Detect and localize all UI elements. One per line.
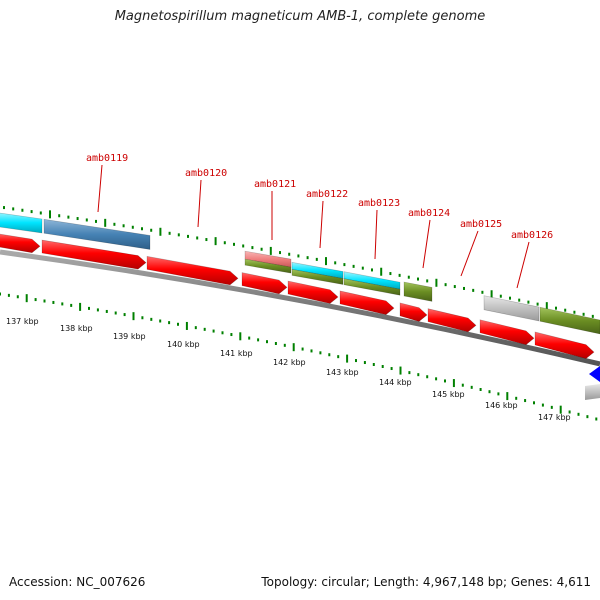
gray-feature[interactable] [585, 384, 600, 400]
cyan-feature[interactable] [0, 212, 43, 234]
label-leader-line [197, 179, 202, 228]
cyan-feature[interactable] [343, 271, 401, 290]
blue-feature[interactable] [589, 366, 600, 382]
olive-feature[interactable] [403, 281, 433, 302]
gene-label-amb0124[interactable]: amb0124 [408, 208, 450, 219]
label-leader-line [460, 230, 479, 277]
map-title: Magnetospirillum magneticum AMB-1, compl… [114, 9, 486, 24]
forward-gene-arrow[interactable] [146, 255, 239, 286]
scale-label-142: 142 kbp [273, 358, 306, 367]
scale-label-139: 139 kbp [113, 332, 146, 341]
gene-label-amb0123[interactable]: amb0123 [358, 198, 400, 209]
gene-label-amb0125[interactable]: amb0125 [460, 219, 502, 230]
forward-gene-arrow[interactable] [399, 302, 428, 322]
forward-gene-arrow[interactable] [534, 331, 595, 359]
gene-label-amb0126[interactable]: amb0126 [511, 230, 553, 241]
forward-gene-arrow[interactable] [0, 233, 41, 254]
genome-backbone [0, 249, 600, 367]
gene-label-amb0121[interactable]: amb0121 [254, 179, 296, 190]
feature-layer [0, 212, 600, 400]
inner-tick-row [0, 292, 598, 421]
scale-label-144: 144 kbp [379, 378, 412, 387]
forward-gene-arrow[interactable] [427, 308, 477, 333]
forward-gene-arrow[interactable] [339, 290, 395, 315]
label-leader-line [374, 209, 378, 260]
cyan-feature[interactable] [291, 261, 344, 279]
genome-summary-text: Topology: circular; Length: 4,967,148 bp… [261, 575, 591, 589]
gene-label-group: amb0119 amb0120 amb0121 amb0122 amb0123 … [86, 153, 553, 241]
olive-feature[interactable] [343, 278, 401, 296]
scale-label-137: 137 kbp [6, 317, 39, 326]
scale-label-141: 141 kbp [220, 349, 253, 358]
outer-tick-row [3, 206, 594, 318]
forward-gene-arrow[interactable] [287, 280, 339, 304]
label-leader-line [97, 164, 103, 213]
scale-label-138: 138 kbp [60, 324, 93, 333]
forward-gene-arrow[interactable] [241, 272, 288, 295]
olive-feature[interactable] [291, 268, 344, 285]
forward-gene-arrow[interactable] [41, 239, 147, 270]
gray-feature[interactable] [483, 295, 540, 322]
gene-label-amb0120[interactable]: amb0120 [185, 168, 227, 179]
scale-label-146: 146 kbp [485, 401, 518, 410]
gene-label-leaders [97, 164, 530, 289]
gene-label-amb0122[interactable]: amb0122 [306, 189, 348, 200]
scale-label-140: 140 kbp [167, 340, 200, 349]
pink-feature[interactable] [244, 250, 292, 268]
steelblue-feature[interactable] [43, 218, 151, 250]
olive-feature[interactable] [244, 258, 292, 274]
gene-label-amb0119[interactable]: amb0119 [86, 153, 128, 164]
forward-gene-arrow[interactable] [479, 319, 535, 346]
label-leader-line [422, 219, 431, 269]
scale-label-147: 147 kbp [538, 413, 571, 422]
scale-label-143: 143 kbp [326, 368, 359, 377]
olive-feature[interactable] [539, 306, 600, 335]
label-leader-line [319, 200, 324, 249]
scale-label-group: 137 kbp 138 kbp 139 kbp 140 kbp 141 kbp … [6, 317, 571, 422]
accession-text: Accession: NC_007626 [9, 575, 146, 589]
label-leader-line [516, 241, 530, 289]
scale-label-145: 145 kbp [432, 390, 465, 399]
